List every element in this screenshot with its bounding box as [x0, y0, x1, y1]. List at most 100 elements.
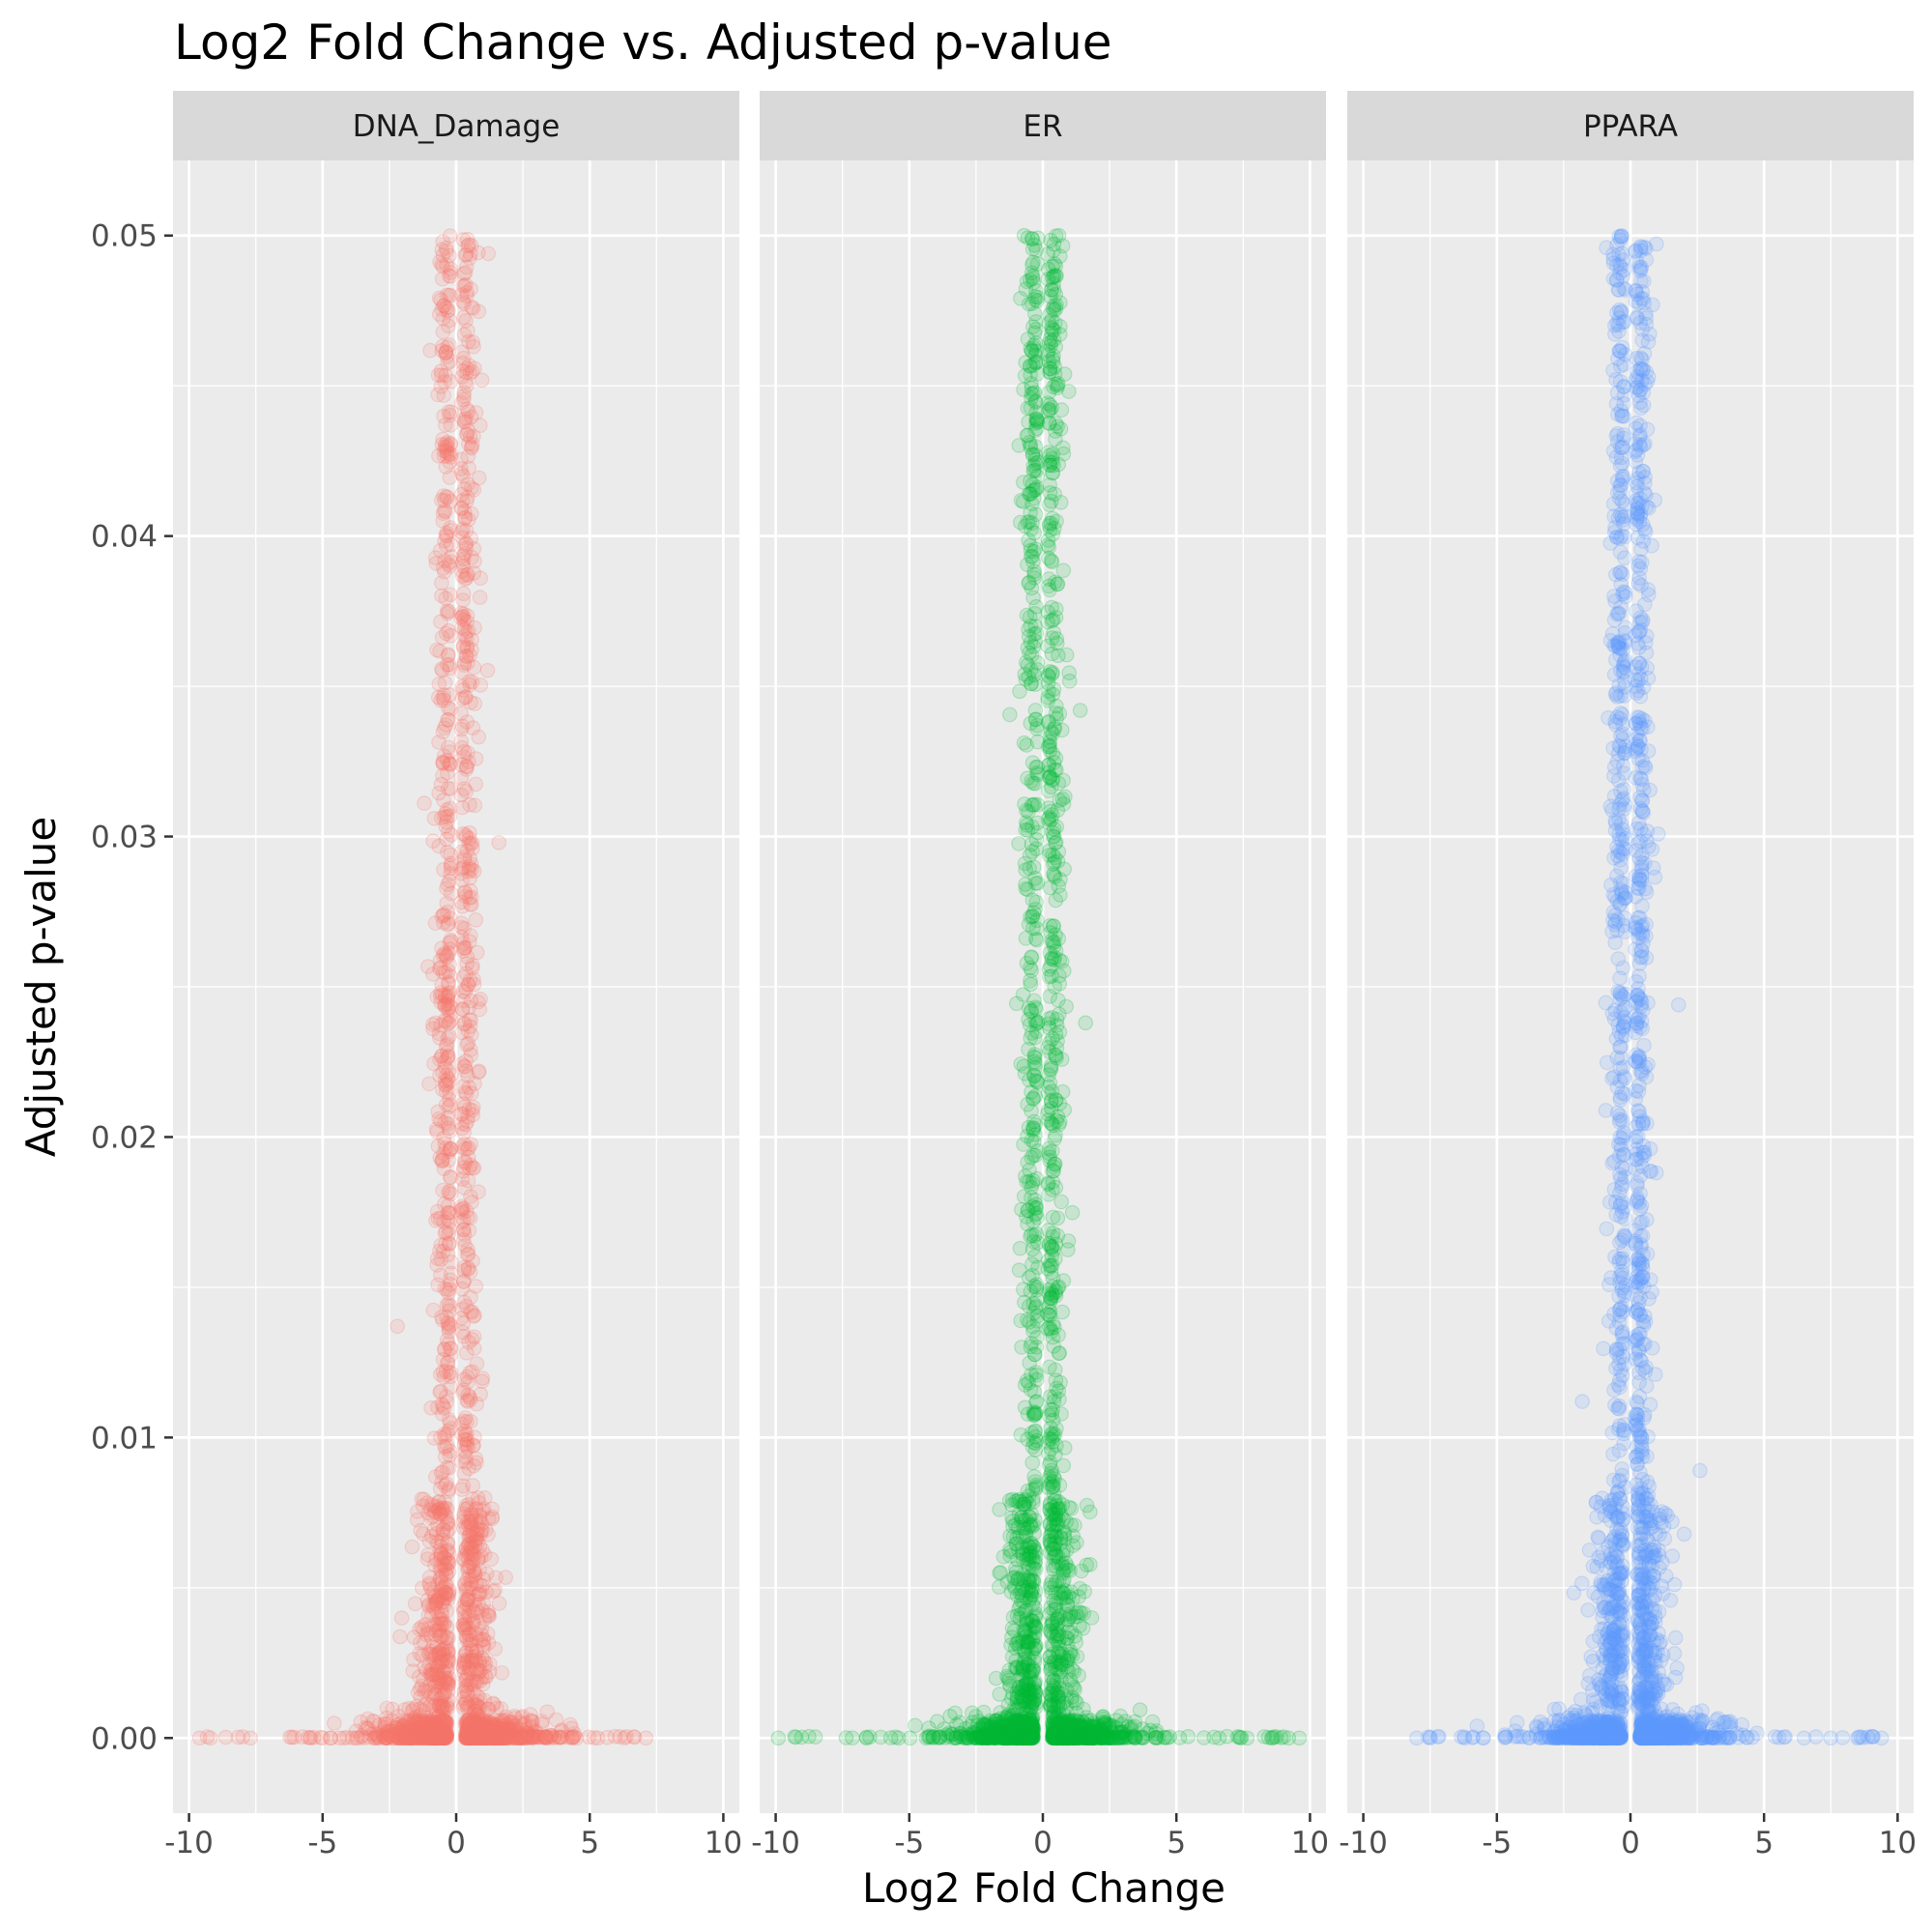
data-point [454, 344, 470, 360]
data-point [473, 1386, 488, 1402]
data-point [455, 548, 471, 564]
data-point [465, 840, 480, 856]
data-point [442, 1213, 458, 1229]
data-point [473, 1632, 489, 1649]
data-point [434, 1503, 450, 1519]
data-point [424, 1666, 441, 1682]
data-point [462, 365, 478, 381]
data-point [463, 1413, 478, 1429]
data-point [439, 1476, 454, 1491]
data-point [487, 1641, 504, 1657]
data-point [410, 1730, 426, 1745]
data-point [441, 622, 456, 639]
data-point [453, 1454, 470, 1469]
data-point [468, 1725, 484, 1742]
data-point [1029, 1329, 1045, 1345]
data-point [1024, 1180, 1039, 1196]
data-point [486, 1720, 503, 1736]
data-point [484, 1730, 501, 1745]
data-point [441, 1063, 457, 1080]
data-point [433, 367, 449, 384]
data-point [459, 759, 475, 775]
data-point [357, 1730, 372, 1745]
data-point [453, 287, 470, 303]
data-point [434, 1728, 449, 1745]
data-point [464, 1530, 480, 1545]
data-point [1018, 862, 1033, 878]
facet-strip [173, 91, 739, 160]
data-point [453, 466, 470, 481]
data-point [413, 1717, 429, 1734]
data-point [389, 1318, 405, 1335]
data-point [418, 1720, 434, 1736]
data-point [471, 470, 487, 486]
data-point [428, 1667, 444, 1684]
data-point [464, 1643, 479, 1658]
data-point [487, 1717, 504, 1733]
data-point [438, 1038, 454, 1054]
data-point [441, 1303, 457, 1318]
data-point [456, 1371, 473, 1388]
data-point [434, 1725, 450, 1741]
data-point [436, 1712, 452, 1728]
data-point [432, 1720, 447, 1736]
data-point [433, 1237, 449, 1254]
data-point [438, 1585, 454, 1600]
data-point [439, 1332, 455, 1348]
data-point [473, 1526, 489, 1543]
data-point [441, 1677, 457, 1693]
data-point [498, 1727, 514, 1744]
data-point [453, 1202, 469, 1219]
data-point [459, 1728, 476, 1744]
data-point [440, 917, 455, 933]
data-point [441, 1564, 457, 1579]
data-point [466, 1713, 482, 1729]
data-point [407, 1716, 423, 1732]
data-point [414, 1678, 430, 1694]
data-point [458, 649, 475, 664]
data-point [414, 1722, 430, 1738]
data-point [513, 1730, 530, 1745]
data-point [467, 620, 482, 636]
data-point [408, 1715, 423, 1730]
data-point [485, 1729, 501, 1745]
data-point [457, 1617, 473, 1632]
data-point [435, 513, 451, 529]
data-point [460, 448, 476, 465]
data-point [375, 1726, 391, 1742]
data-point [435, 431, 450, 447]
data-point [419, 959, 436, 974]
data-point [487, 1726, 504, 1742]
data-point [435, 1723, 450, 1740]
data-point [417, 795, 432, 811]
data-point [433, 1650, 448, 1665]
data-point [428, 1729, 445, 1745]
data-point [438, 1659, 453, 1675]
data-point [457, 1410, 474, 1426]
data-point [413, 1635, 428, 1651]
data-point [430, 1502, 447, 1517]
data-point [499, 1730, 515, 1746]
data-point [508, 1730, 524, 1745]
data-point [439, 489, 454, 505]
data-point [433, 1712, 448, 1727]
data-point [1041, 335, 1057, 351]
data-point [395, 1713, 411, 1729]
data-point [460, 1374, 476, 1391]
data-point [461, 1729, 476, 1745]
data-point [455, 350, 472, 366]
data-point [350, 1730, 365, 1746]
data-point [202, 1730, 218, 1746]
data-point [439, 1730, 454, 1745]
data-point [538, 1730, 554, 1745]
data-point [431, 1588, 447, 1604]
data-point [512, 1730, 528, 1745]
data-point [459, 1700, 476, 1716]
data-point [430, 1104, 446, 1120]
data-point [455, 1315, 472, 1331]
data-point [461, 460, 476, 476]
data-point [442, 587, 458, 603]
data-point [427, 1730, 443, 1745]
data-point [399, 1716, 416, 1733]
data-point [478, 1728, 494, 1745]
